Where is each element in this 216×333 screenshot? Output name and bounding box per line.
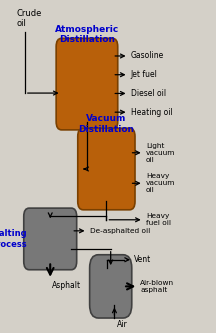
Text: Gasoline: Gasoline: [131, 52, 164, 61]
Text: Asphalt: Asphalt: [52, 281, 81, 290]
Text: De-asphalted oil: De-asphalted oil: [90, 228, 150, 234]
Text: Air: Air: [117, 320, 127, 329]
Text: Heavy
fuel oil: Heavy fuel oil: [146, 213, 171, 226]
Text: Crude
oil: Crude oil: [16, 9, 41, 28]
Text: De-asphalting
Process: De-asphalting Process: [0, 229, 27, 249]
FancyBboxPatch shape: [24, 208, 77, 270]
Text: Light
vacuum
oil: Light vacuum oil: [146, 143, 175, 163]
FancyBboxPatch shape: [78, 128, 135, 210]
Text: Air-blown
asphalt: Air-blown asphalt: [140, 280, 175, 293]
FancyBboxPatch shape: [90, 255, 132, 318]
Text: Vacuum
Distillation: Vacuum Distillation: [78, 115, 134, 134]
FancyBboxPatch shape: [56, 38, 118, 130]
Text: Vent: Vent: [134, 255, 151, 264]
Text: Diesel oil: Diesel oil: [131, 89, 166, 98]
Text: Jet fuel: Jet fuel: [131, 70, 157, 79]
Text: Heating oil: Heating oil: [131, 108, 172, 117]
Text: Atmospheric
Distillation: Atmospheric Distillation: [55, 25, 119, 44]
Text: Heavy
vacuum
oil: Heavy vacuum oil: [146, 173, 175, 193]
